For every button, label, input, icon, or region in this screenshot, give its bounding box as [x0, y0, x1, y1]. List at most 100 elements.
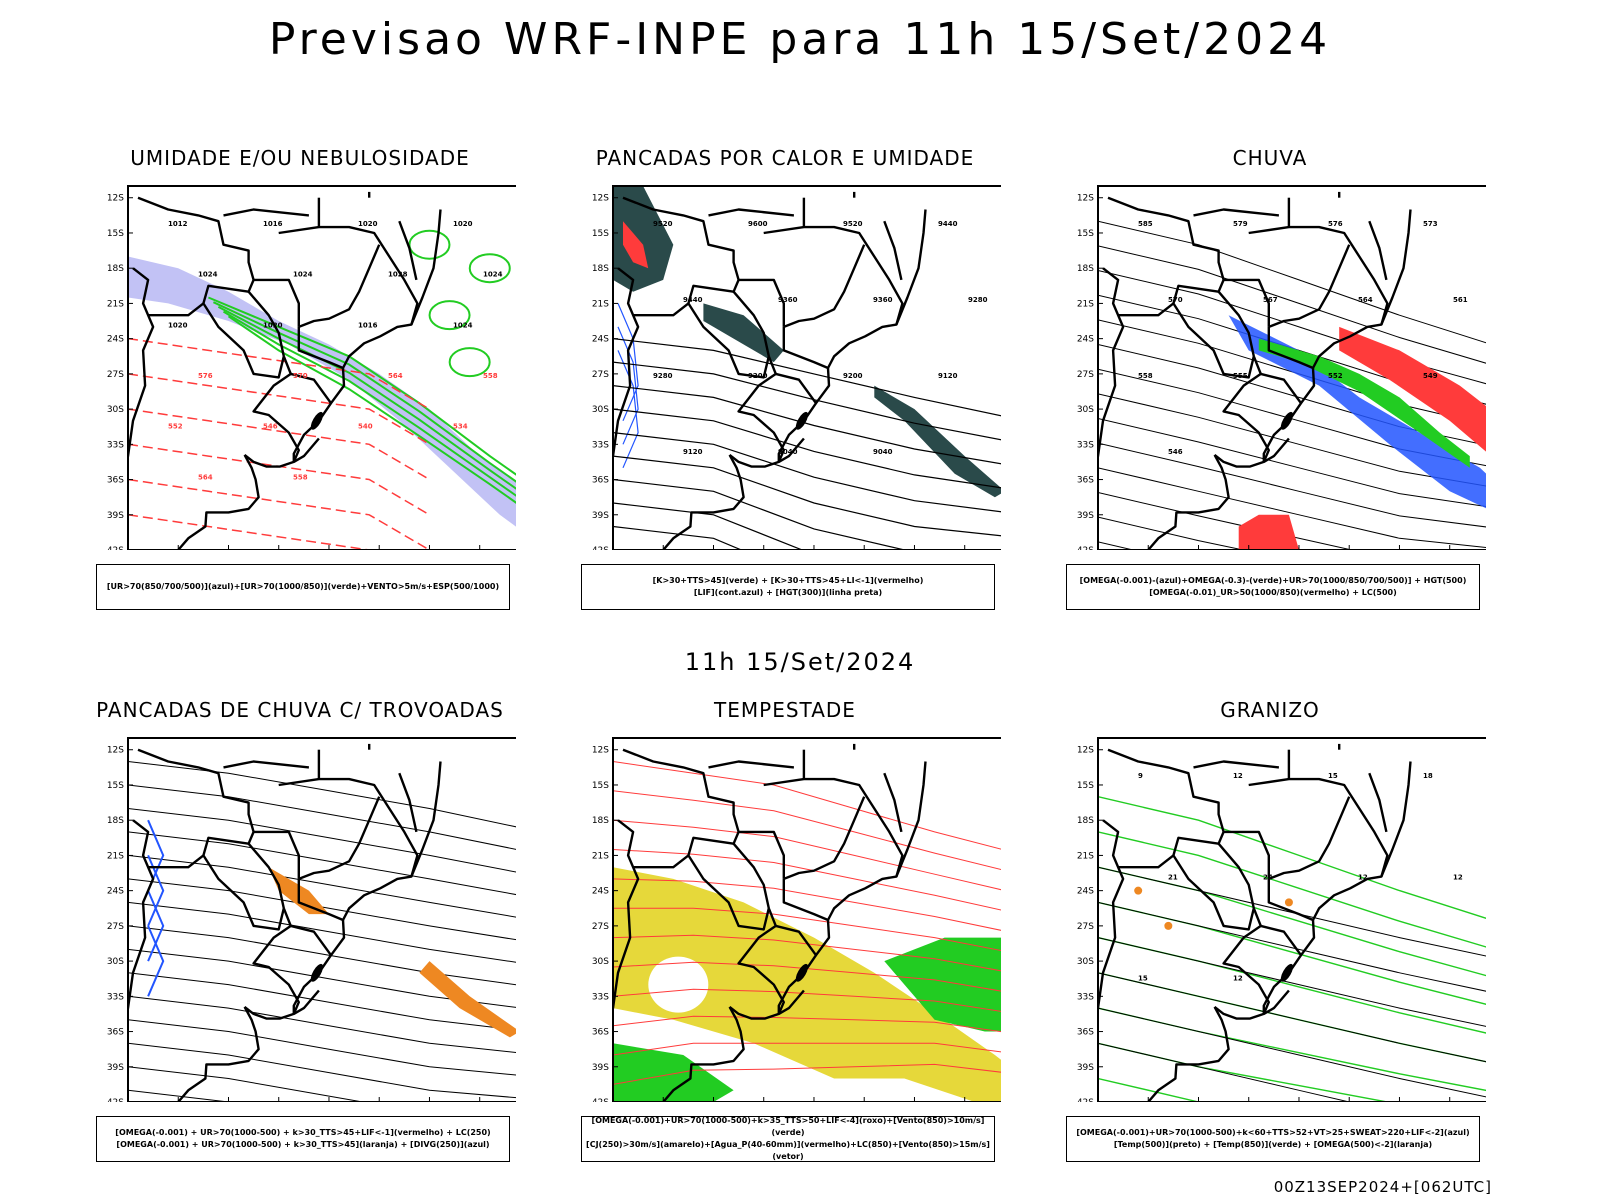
convection-area-orange [419, 961, 516, 1038]
political-border [1213, 437, 1290, 468]
hgt-contour [613, 408, 1001, 489]
map-trovoadas: 70W65W60W55W50W45W40W35W30W12S15S18S21S2… [107, 737, 516, 1102]
y-tick-label: 12S [107, 194, 124, 204]
streamline-red [613, 1042, 1001, 1056]
temp500-contour [1098, 937, 1486, 1027]
y-tick-label: 30S [107, 957, 124, 967]
political-border [202, 836, 285, 931]
lagoon [795, 411, 808, 430]
contour-label: 12 [1358, 873, 1368, 881]
y-tick-label: 42S [107, 1098, 124, 1102]
streamline-red [613, 1063, 1001, 1085]
y-tick-label: 30S [1077, 957, 1094, 967]
hgt500-contour [1098, 442, 1486, 528]
contour-label: 573 [1423, 220, 1438, 228]
y-tick-label: 24S [107, 887, 124, 897]
y-tick-label: 27S [107, 922, 124, 932]
contour-label: 9040 [778, 448, 798, 456]
streamline-red [613, 934, 1001, 972]
political-border [633, 854, 690, 869]
rain-area-red [1238, 514, 1299, 550]
wind-area-green [884, 937, 1001, 1032]
y-tick-label: 39S [107, 511, 124, 521]
political-border [243, 989, 320, 1020]
streamline [128, 1019, 516, 1076]
map-content [1098, 191, 1486, 550]
y-tick-label: 18S [107, 264, 124, 274]
hgt-contour [613, 385, 1001, 465]
political-border [782, 878, 829, 922]
y-tick-label: 39S [592, 1063, 609, 1073]
map-content [128, 743, 516, 1102]
y-tick-label: 33S [1077, 992, 1094, 1002]
contour-label: 1020 [453, 220, 473, 228]
y-tick-label: 36S [1077, 476, 1094, 486]
y-tick-label: 24S [592, 887, 609, 897]
political-border [763, 225, 904, 325]
y-tick-label: 33S [592, 992, 609, 1002]
omega-area-orange [1164, 921, 1173, 930]
contour-label: 24 [1263, 873, 1273, 881]
y-tick-label: 30S [107, 405, 124, 415]
political-border [662, 454, 745, 550]
map-content [1098, 743, 1486, 1102]
political-border [613, 267, 640, 462]
y-tick-label: 15S [1077, 781, 1094, 791]
contour-label: 558 [1138, 372, 1153, 380]
divergence-contour-blue [147, 890, 165, 962]
streamline [128, 1089, 232, 1102]
contour-label: 9440 [938, 220, 958, 228]
panel-trovoadas: PANCADAS DE CHUVA C/ TROVOADAS 70W65W60W… [80, 698, 520, 1168]
political-border [826, 761, 927, 921]
divergence-contour-blue [147, 855, 165, 927]
instability-area [703, 303, 784, 363]
lagoon [1280, 411, 1293, 430]
streamline-red [613, 1015, 1001, 1033]
political-border [728, 437, 805, 468]
y-tick-label: 12S [107, 746, 124, 756]
panel-pancadas-calor: PANCADAS POR CALOR E UMIDADE 70W65W60W55… [565, 146, 1005, 616]
hgt500-contour [1098, 492, 1355, 550]
political-border [1223, 278, 1271, 327]
hgt500-contour [1098, 418, 1486, 508]
legend-box: [UR>70(850/700/500)](azul)+[UR>70(1000/8… [96, 564, 510, 610]
thickness-contour-red [128, 514, 371, 550]
y-tick-label: 15S [592, 781, 609, 791]
y-tick-label: 42S [1077, 546, 1094, 550]
rain-area-red [1339, 326, 1486, 452]
streamline [128, 1066, 366, 1102]
y-tick-label: 21S [107, 851, 124, 861]
streamline [128, 901, 516, 963]
political-border [1267, 878, 1314, 922]
panel-tempestade: TEMPESTADE 70W65W60W55W50W45W40W35W30W12… [565, 698, 1005, 1168]
y-tick-label: 39S [107, 1063, 124, 1073]
political-border [1368, 220, 1388, 281]
instability-area [613, 186, 674, 292]
lif-contour-blue [617, 303, 639, 422]
political-border [202, 284, 285, 379]
contour-label: 18 [1423, 772, 1433, 780]
y-tick-label: 42S [107, 546, 124, 550]
y-tick-label: 42S [592, 546, 609, 550]
contour-label: 570 [293, 372, 308, 380]
political-border [297, 878, 344, 922]
thickness-contour-red [128, 337, 430, 410]
political-border [177, 454, 260, 550]
temp850-contour-green [1098, 831, 1486, 948]
political-border [148, 302, 205, 317]
political-border [243, 437, 320, 468]
lif-contour-blue [617, 350, 639, 469]
political-border [613, 819, 640, 1014]
humidity-contour-green [208, 296, 516, 476]
humidity-contour-green [217, 306, 516, 490]
hgt500-contour [1098, 270, 1486, 385]
panel-granizo: GRANIZO 70W65W60W55W50W45W40W35W30W12S15… [1050, 698, 1490, 1168]
temp500-contour [1098, 972, 1486, 1063]
political-border [728, 989, 805, 1020]
political-border [775, 924, 817, 956]
streamline [128, 831, 516, 896]
political-border [1248, 225, 1389, 325]
political-border [278, 225, 419, 325]
political-border [1193, 208, 1280, 217]
contour-label: 9200 [843, 372, 863, 380]
